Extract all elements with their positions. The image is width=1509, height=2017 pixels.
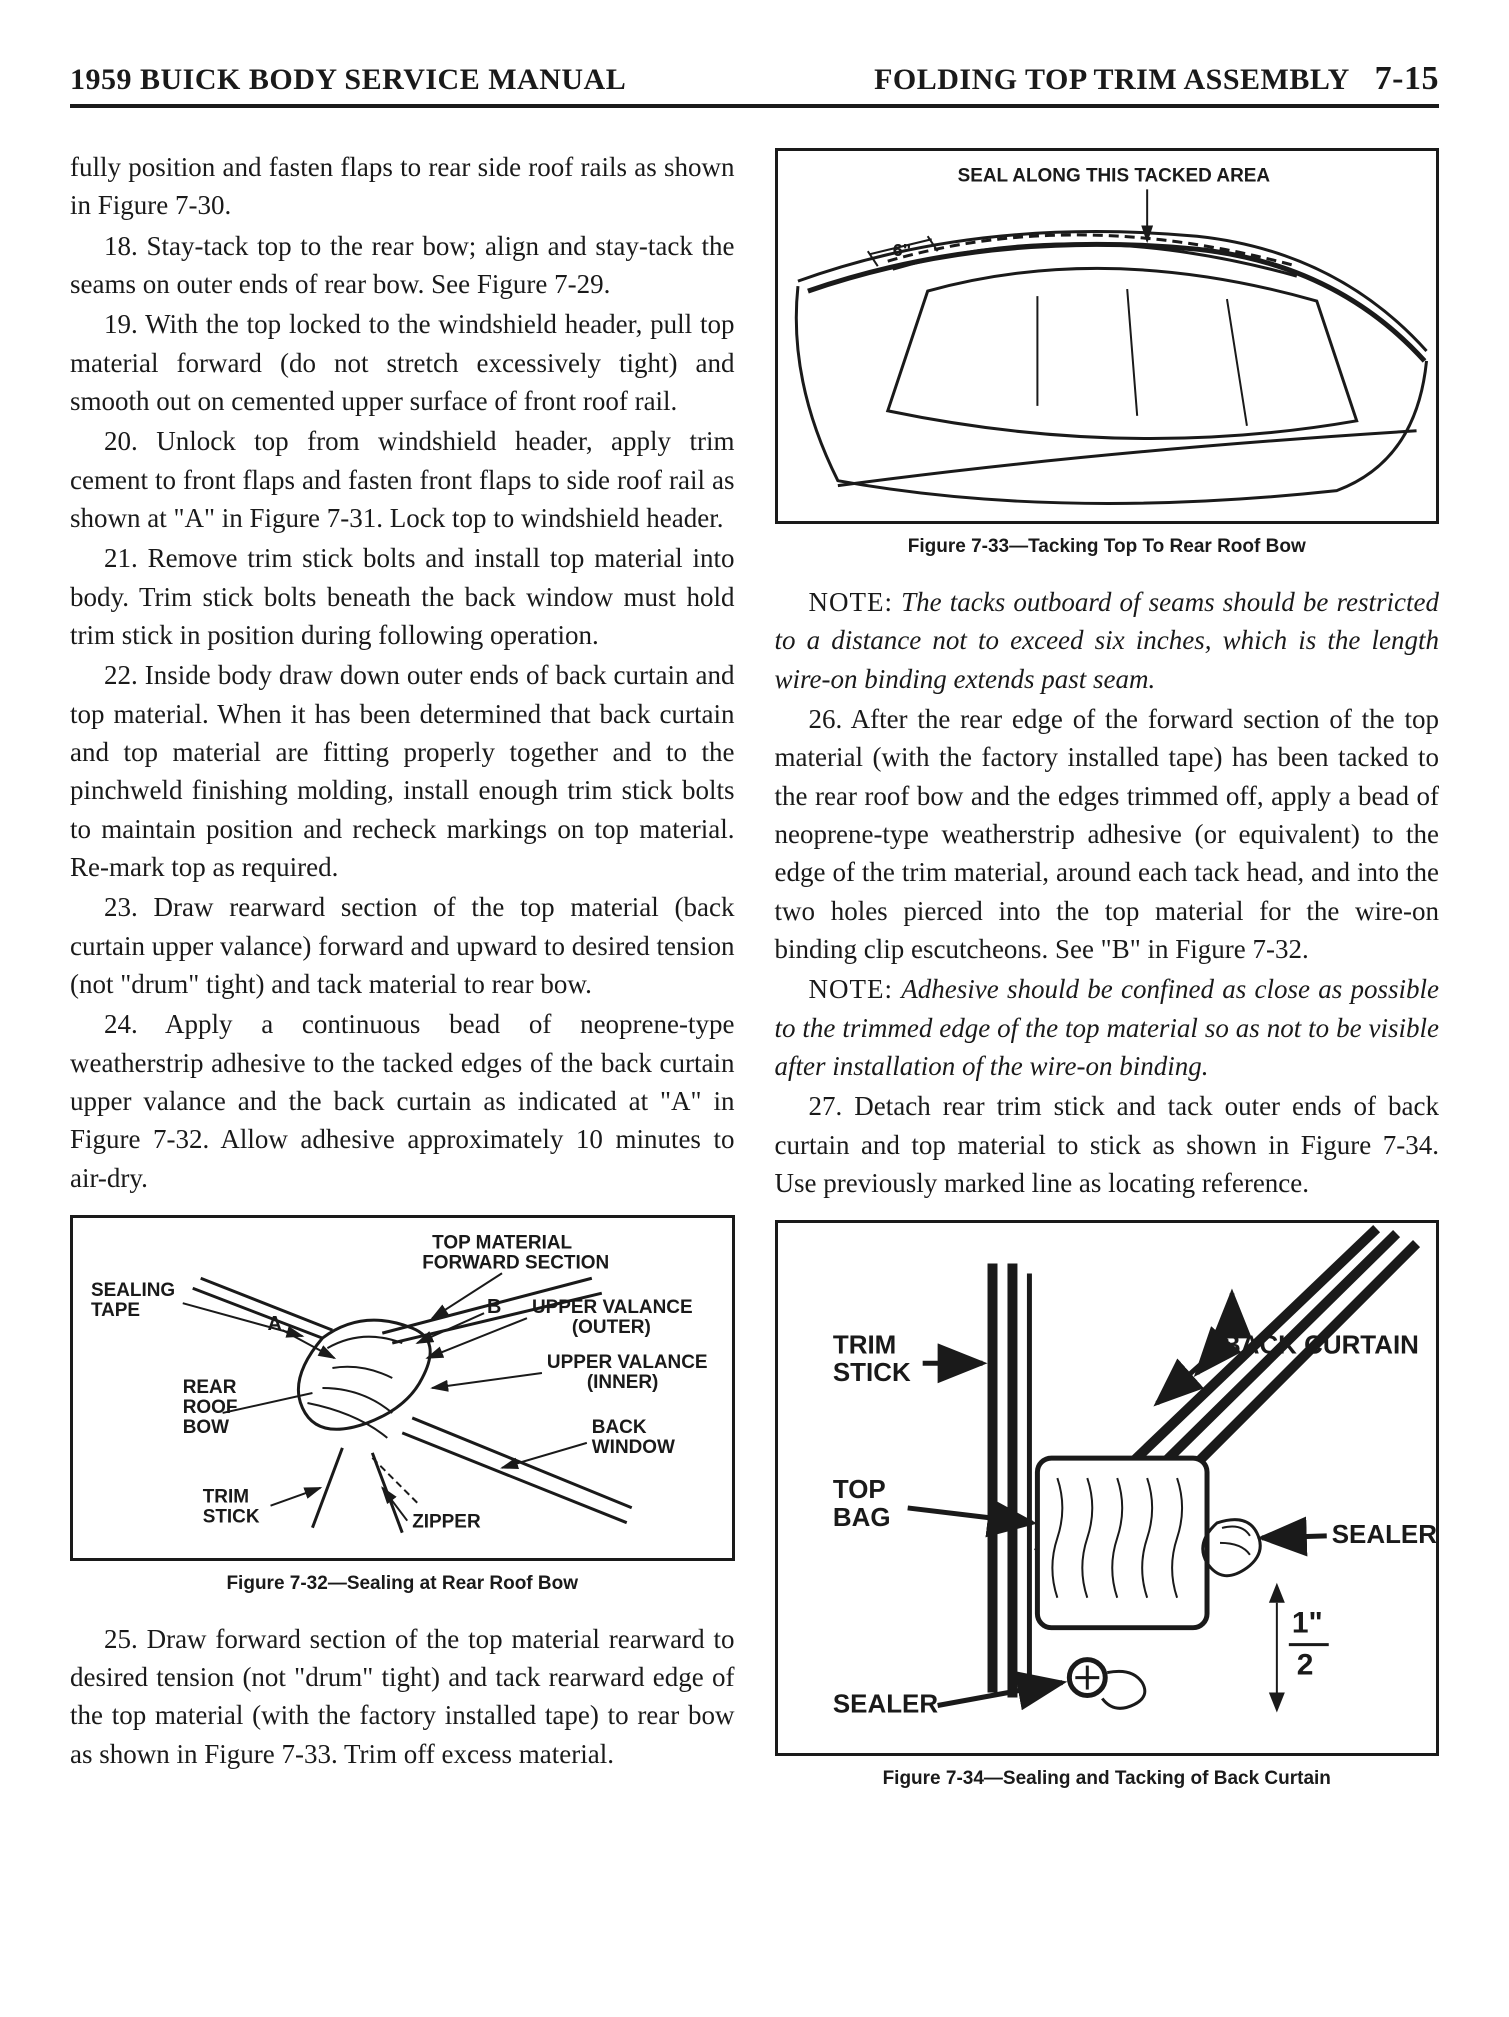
para-20: 20. Unlock top from windshield header, a… [70,422,735,537]
fig32-label-zipper: ZIPPER [412,1512,481,1533]
fig32-label-sealing-tape: SEALINGTAPE [91,1280,175,1321]
figure-7-32-caption: Figure 7-32—Sealing at Rear Roof Bow [70,1571,735,1598]
right-column: SEAL ALONG THIS TACKED AREA 6" [775,148,1440,1793]
figure-7-33-svg: SEAL ALONG THIS TACKED AREA 6" [778,151,1437,521]
fig34-label-trim-stick: TRIMSTICK [832,1332,910,1388]
fig34-label-half-den: 2 [1296,1649,1313,1682]
fig33-label-seal: SEAL ALONG THIS TACKED AREA [957,165,1270,186]
body-columns: fully position and fasten flaps to rear … [70,148,1439,1793]
left-column: fully position and fasten flaps to rear … [70,148,735,1793]
para-23: 23. Draw rearward section of the top mat… [70,888,735,1003]
para-22: 22. Inside body draw down outer ends of … [70,656,735,886]
fig32-label-rear-roof-bow: REARROOFBOW [183,1377,238,1438]
para-18: 18. Stay-tack top to the rear bow; align… [70,227,735,304]
fig34-label-sealer-left: SEALER [832,1691,937,1719]
fig32-label-A: A [268,1313,282,1335]
figure-7-34: 1" 2 TRIMSTICK BACK CURTAIN TOPBAG SEALE… [775,1220,1440,1756]
page-number: 7-15 [1375,60,1439,97]
note-2: NOTE: Adhesive should be confined as clo… [775,970,1440,1085]
figure-7-32: SEALINGTAPE A TOP MATERIALFORWARD SECTIO… [70,1215,735,1561]
page: 1959 BUICK BODY SERVICE MANUAL FOLDING T… [0,0,1509,2017]
note1-label: NOTE: [809,587,893,617]
para-21: 21. Remove trim stick bolts and install … [70,539,735,654]
fig32-label-top-material: TOP MATERIALFORWARD SECTION [422,1232,609,1273]
fig32-label-B: B [487,1296,501,1318]
fig34-label-back-curtain: BACK CURTAIN [1221,1332,1418,1360]
fig34-label-top-bag: TOPBAG [832,1476,890,1532]
para-24: 24. Apply a continuous bead of neoprene-… [70,1005,735,1197]
fig34-label-half-num: 1" [1291,1607,1322,1640]
fig32-label-back-window: BACKWINDOW [592,1417,675,1458]
note-1: NOTE: The tacks outboard of seams should… [775,583,1440,698]
fig32-label-uv-outer: UPPER VALANCE(OUTER) [532,1297,693,1338]
note2-label: NOTE: [809,974,893,1004]
page-header: 1959 BUICK BODY SERVICE MANUAL FOLDING T… [70,60,1439,108]
figure-7-33: SEAL ALONG THIS TACKED AREA 6" [775,148,1440,524]
figure-7-34-caption: Figure 7-34—Sealing and Tacking of Back … [775,1766,1440,1793]
para-cont: fully position and fasten flaps to rear … [70,148,735,225]
para-26: 26. After the rear edge of the forward s… [775,700,1440,968]
figure-7-33-caption: Figure 7-33—Tacking Top To Rear Roof Bow [775,534,1440,561]
header-left: 1959 BUICK BODY SERVICE MANUAL [70,63,626,97]
para-25: 25. Draw forward section of the top mate… [70,1620,735,1773]
para-19: 19. With the top locked to the windshiel… [70,305,735,420]
para-27: 27. Detach rear trim stick and tack oute… [775,1087,1440,1202]
header-right: FOLDING TOP TRIM ASSEMBLY 7-15 [874,60,1439,98]
fig32-label-uv-inner: UPPER VALANCE(INNER) [547,1352,708,1393]
figure-7-32-svg: SEALINGTAPE A TOP MATERIALFORWARD SECTIO… [73,1218,732,1558]
fig33-label-six: 6" [892,240,910,260]
fig34-label-sealer-right: SEALER [1331,1521,1436,1549]
fig32-label-trim-stick: TRIMSTICK [203,1487,260,1528]
figure-7-34-svg: 1" 2 TRIMSTICK BACK CURTAIN TOPBAG SEALE… [778,1223,1437,1753]
header-section-title: FOLDING TOP TRIM ASSEMBLY [874,63,1349,96]
